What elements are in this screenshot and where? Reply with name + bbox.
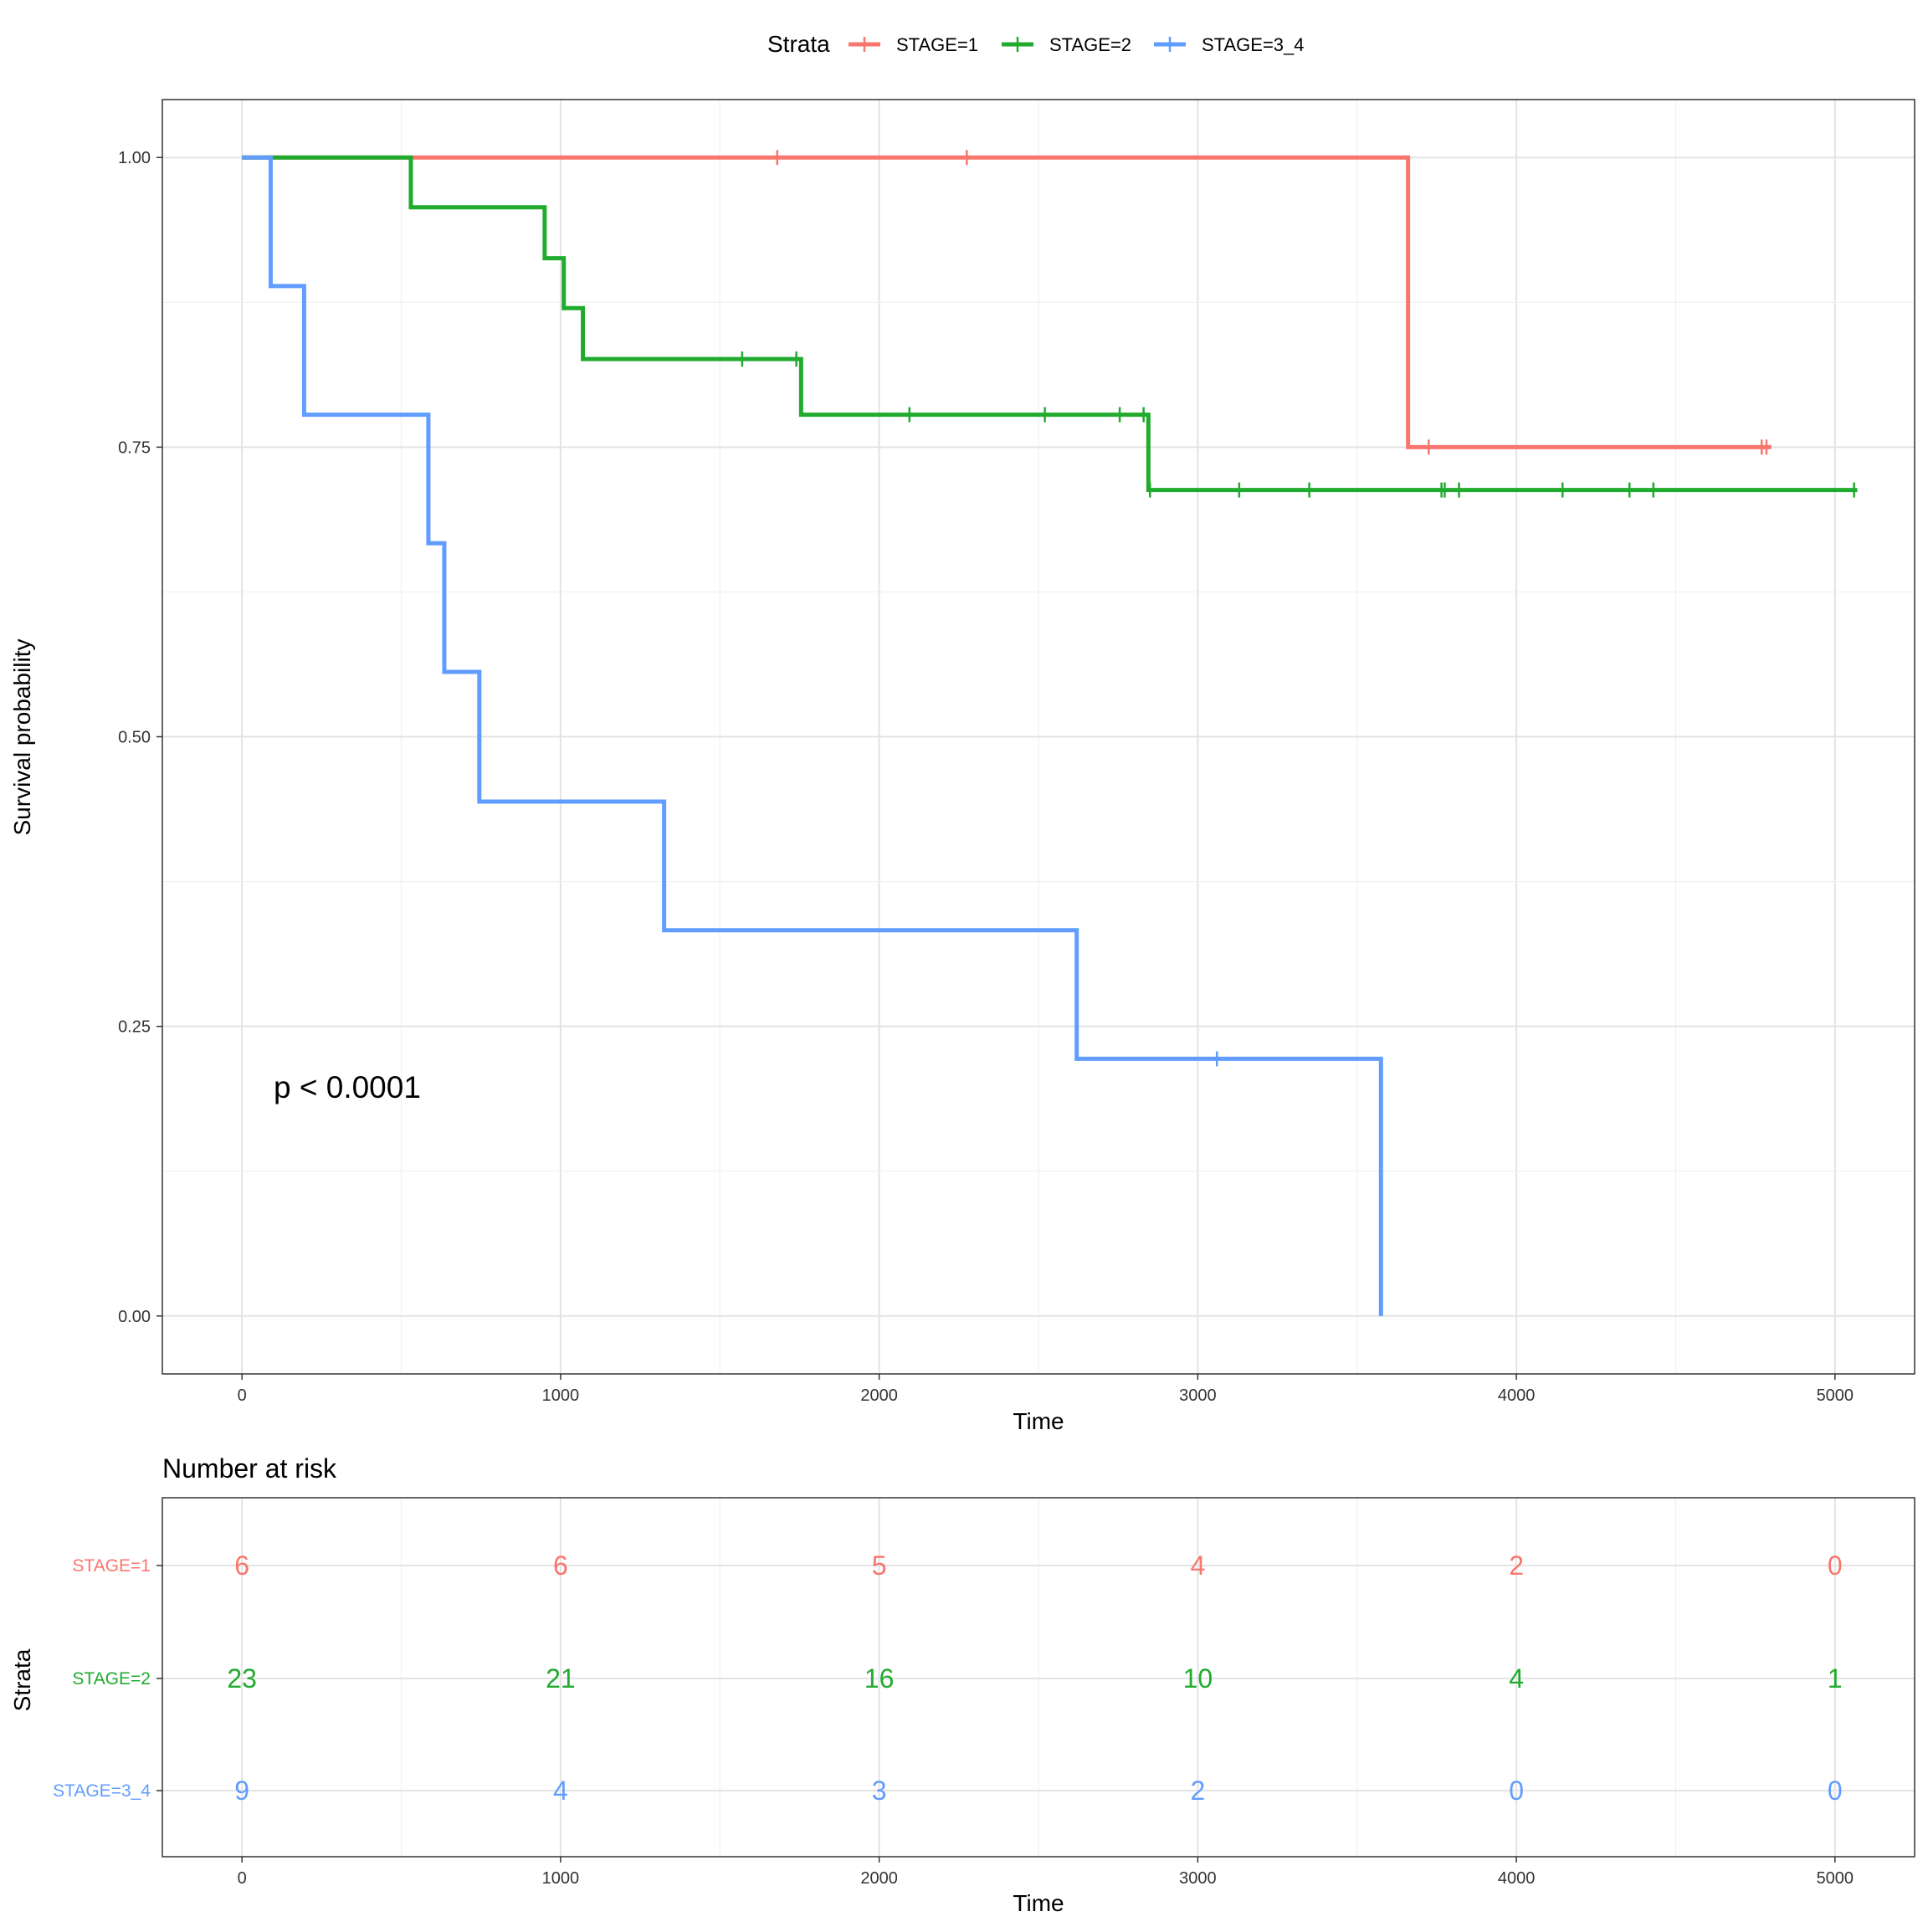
risk-x-ticks: 0 1000 2000 3000 4000 5000 <box>238 1857 1854 1888</box>
y-tick-label: 0.75 <box>118 438 151 457</box>
risk-count: 4 <box>1509 1663 1524 1694</box>
x-tick-label: 4000 <box>1498 1386 1536 1405</box>
risk-count: 4 <box>553 1776 568 1806</box>
survival-curve-stage-2 <box>242 155 1858 493</box>
risk-x-tick-label: 3000 <box>1179 1869 1217 1888</box>
y-tick-label: 1.00 <box>118 149 151 167</box>
risk-x-tick-label: 4000 <box>1498 1869 1536 1888</box>
risk-gridlines <box>162 1498 1915 1857</box>
y-tick-label: 0.50 <box>118 729 151 747</box>
risk-values: 6 6 5 4 2 0 23 21 16 10 4 1 9 4 3 2 0 0 <box>227 1550 1842 1806</box>
x-tick-label: 1000 <box>542 1386 580 1405</box>
risk-count: 0 <box>1509 1776 1524 1806</box>
survival-curves <box>242 150 1858 1316</box>
main-y-ticks: 0.00 0.25 0.50 0.75 1.00 <box>118 149 162 1326</box>
risk-count: 2 <box>1190 1776 1205 1806</box>
risk-panel-border <box>162 1497 1915 1858</box>
risk-count: 21 <box>546 1663 576 1694</box>
x-tick-label: 2000 <box>860 1386 898 1405</box>
risk-x-tick-label: 1000 <box>542 1869 580 1888</box>
risk-count: 0 <box>1828 1776 1843 1806</box>
risk-table: Number at risk 6 6 5 4 2 0 23 21 16 10 4 1 9 4 3 2 0 0 0 1… <box>9 1453 1915 1916</box>
risk-strata-label: STAGE=3_4 <box>53 1781 151 1801</box>
risk-count: 3 <box>872 1776 887 1806</box>
legend-label: STAGE=1 <box>896 34 978 55</box>
risk-y-axis-title: Strata <box>9 1648 35 1711</box>
p-value-annotation: p < 0.0001 <box>274 1070 421 1104</box>
x-tick-label: 0 <box>238 1386 247 1405</box>
risk-count: 9 <box>234 1776 249 1806</box>
legend-label: STAGE=2 <box>1049 34 1131 55</box>
risk-strata-label: STAGE=2 <box>72 1669 151 1689</box>
risk-count: 6 <box>234 1550 249 1581</box>
risk-x-tick-label: 2000 <box>860 1869 898 1888</box>
main-gridlines <box>162 100 1915 1374</box>
risk-count: 23 <box>227 1663 257 1694</box>
legend: Strata STAGE=1 STAGE=2 STAGE=3_4 <box>767 31 1305 57</box>
risk-strata-label: STAGE=1 <box>72 1556 151 1576</box>
main-y-axis-title: Survival probability <box>9 639 35 836</box>
survival-plot: 0 1000 2000 3000 4000 5000 0.00 0.25 0.50 0.75 1.… <box>9 99 1915 1434</box>
x-tick-label: 3000 <box>1179 1386 1217 1405</box>
y-tick-label: 0.00 <box>118 1308 151 1326</box>
x-tick-label: 5000 <box>1817 1386 1854 1405</box>
risk-count: 10 <box>1183 1663 1213 1694</box>
risk-count: 2 <box>1509 1550 1524 1581</box>
risk-strata-labels: STAGE=1 STAGE=2 STAGE=3_4 <box>53 1556 162 1801</box>
risk-count: 4 <box>1190 1550 1205 1581</box>
main-x-ticks: 0 1000 2000 3000 4000 5000 <box>238 1374 1854 1405</box>
legend-label: STAGE=3_4 <box>1202 34 1305 55</box>
risk-count: 1 <box>1828 1663 1843 1694</box>
y-tick-label: 0.25 <box>118 1018 151 1037</box>
survival-curve-stage-3-4 <box>242 155 1383 1316</box>
risk-table-title: Number at risk <box>162 1453 337 1484</box>
risk-x-tick-label: 5000 <box>1817 1869 1854 1888</box>
legend-title: Strata <box>767 31 830 57</box>
risk-count: 6 <box>553 1550 568 1581</box>
risk-count: 16 <box>864 1663 895 1694</box>
risk-x-axis-title: Time <box>1013 1890 1064 1916</box>
risk-count: 5 <box>872 1550 887 1581</box>
legend-items: STAGE=1 STAGE=2 STAGE=3_4 <box>849 34 1305 55</box>
risk-count: 0 <box>1828 1550 1843 1581</box>
main-x-axis-title: Time <box>1013 1408 1064 1434</box>
survival-curve-stage-1 <box>242 155 1772 449</box>
risk-x-tick-label: 0 <box>238 1869 247 1888</box>
